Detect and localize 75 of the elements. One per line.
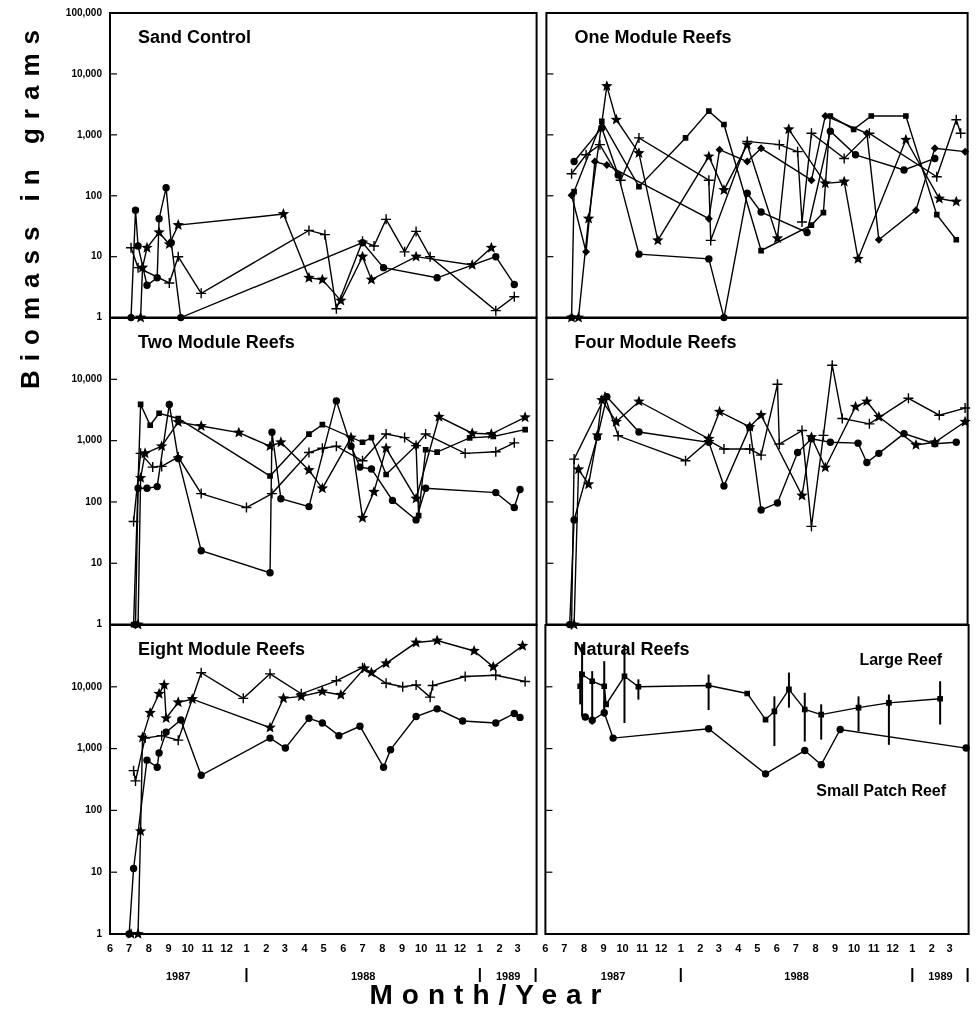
y-tick-label: 10,000: [71, 373, 103, 385]
y-tick-label: 1: [96, 927, 103, 939]
y-tick-label: 100: [85, 804, 103, 816]
x-tick-label: 10: [616, 941, 629, 954]
text: 1988: [784, 970, 809, 982]
y-tick-label: 100: [85, 495, 103, 507]
x-tick-label: 8: [812, 941, 819, 954]
x-tick-label: 1: [243, 941, 250, 954]
x-tick-label: 8: [379, 941, 386, 954]
x-tick-label: 9: [600, 941, 607, 954]
x-tick-label: 9: [832, 941, 839, 954]
y-tick-label: 10: [90, 557, 103, 569]
y-tick-label: 1,000: [76, 742, 103, 754]
x-tick-label: 12: [453, 941, 467, 954]
x-tick-label: 2: [496, 941, 503, 954]
y-tick-label: 10,000: [71, 67, 103, 79]
series-label: Large Reef: [859, 650, 943, 668]
x-axis-title: Month/Year: [369, 979, 611, 1011]
x-tick-label: 2: [263, 941, 270, 954]
text: 1987: [600, 970, 626, 982]
x-tick-label: 12: [886, 941, 899, 954]
x-tick-label: 7: [126, 941, 133, 954]
y-tick-label: 1,000: [76, 434, 103, 446]
text: One Module Reefs: [574, 27, 732, 47]
x-tick-label: 1: [909, 941, 916, 954]
text: 1989: [495, 970, 521, 982]
x-tick-label: 8: [580, 941, 588, 954]
series-label: Small Patch Reef: [816, 782, 947, 800]
x-tick-label: 3: [946, 941, 953, 954]
text: Four Module Reefs: [574, 332, 737, 352]
text: 1987: [165, 970, 191, 982]
text: 1989: [928, 970, 953, 982]
x-tick-label: 5: [754, 941, 761, 954]
x-tick-label: 7: [359, 941, 366, 954]
text: 1988: [350, 970, 376, 982]
x-tick-label: 8: [145, 941, 152, 954]
x-tick-label: 4: [301, 941, 309, 954]
y-tick-label: 1,000: [76, 128, 103, 140]
x-tick-label: 3: [715, 941, 722, 954]
x-tick-label: 3: [281, 941, 288, 954]
x-tick-label: 1: [677, 941, 684, 954]
x-tick-label: 11: [636, 941, 649, 954]
x-tick-label: 10: [415, 941, 428, 954]
y-tick-label: 10,000: [71, 680, 103, 692]
y-tick-label: 10: [90, 250, 103, 262]
x-tick-label: 5: [320, 941, 327, 954]
y-axis-title: Biomass in grams: [15, 19, 45, 391]
x-tick-label: 7: [561, 941, 568, 954]
y-tick-label: 10: [90, 865, 103, 877]
x-tick-label: 10: [181, 941, 194, 954]
x-tick-label: 11: [435, 941, 447, 954]
text: Sand Control: [138, 27, 251, 47]
x-tick-label: 9: [398, 941, 406, 954]
x-tick-label: 2: [928, 941, 935, 954]
x-tick-label: 12: [220, 941, 233, 954]
x-tick-label: 9: [165, 941, 172, 954]
x-tick-label: 6: [542, 941, 549, 954]
x-tick-label: 10: [847, 941, 861, 954]
x-tick-label: 4: [735, 941, 743, 954]
y-tick-label: 1: [96, 618, 103, 630]
x-tick-label: 2: [697, 941, 704, 954]
x-tick-label: 1: [476, 941, 483, 954]
x-tick-label: 11: [201, 941, 214, 954]
y-tick-label: 100,000: [65, 6, 103, 18]
x-tick-label: 6: [106, 941, 114, 954]
x-tick-label: 6: [340, 941, 347, 954]
x-tick-label: 12: [655, 941, 668, 954]
text: Two Module Reefs: [138, 332, 295, 352]
text: Eight Module Reefs: [138, 639, 306, 659]
y-tick-label: 1: [96, 311, 103, 323]
x-tick-label: 3: [514, 941, 521, 954]
y-tick-label: 100: [85, 189, 103, 201]
x-tick-label: 7: [792, 941, 799, 954]
x-tick-label: 11: [867, 941, 880, 954]
x-tick-label: 6: [773, 941, 780, 954]
